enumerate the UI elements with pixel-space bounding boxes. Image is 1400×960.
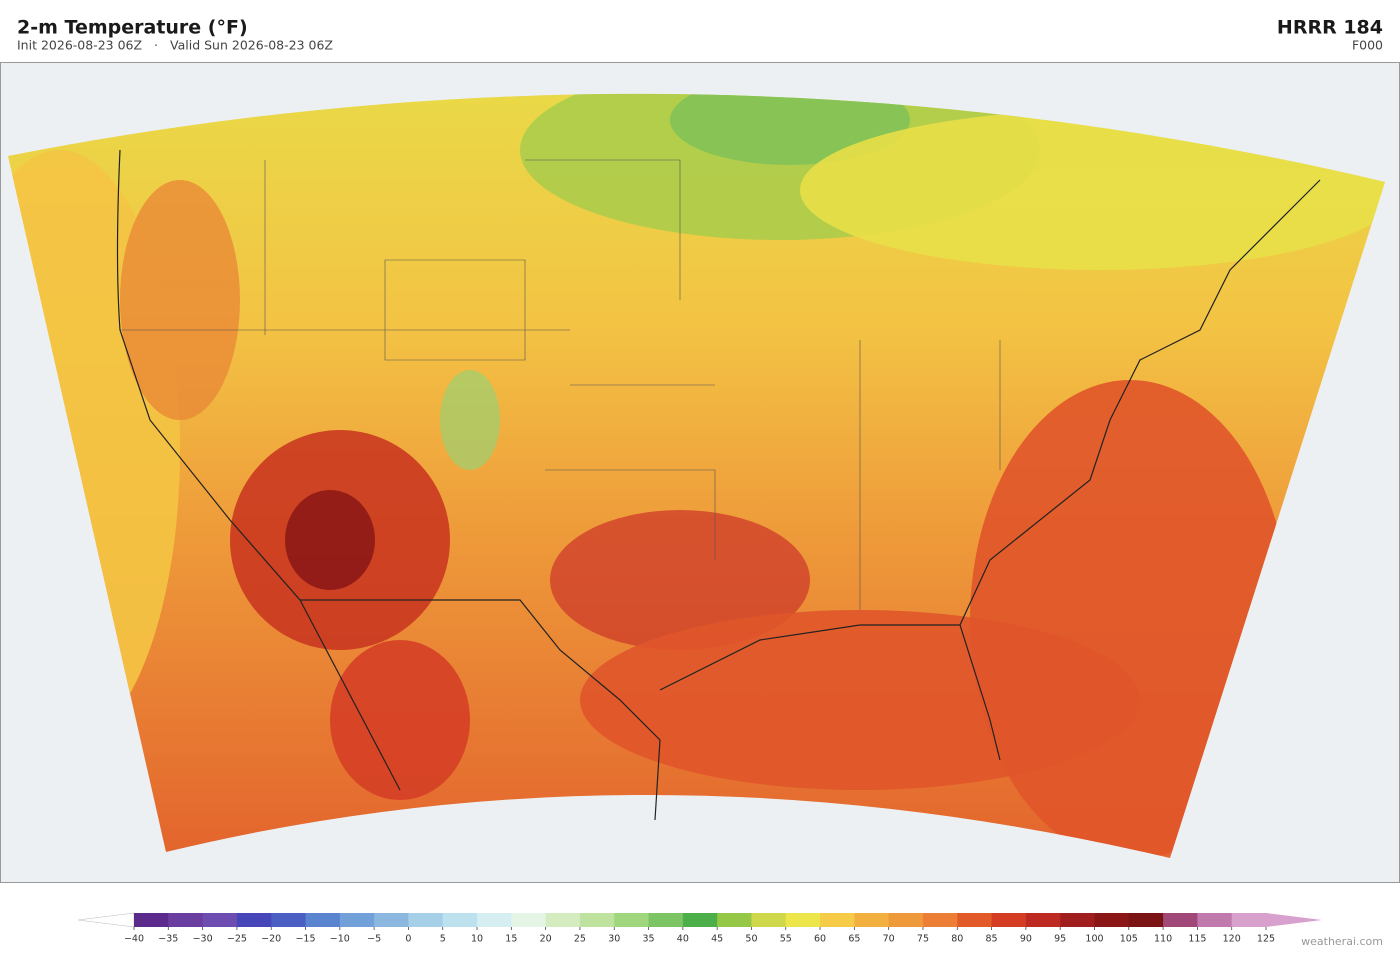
- title: 2-m Temperature (°F): [17, 17, 248, 39]
- colorbar-swatch: [305, 913, 341, 927]
- colorbar-swatch: [236, 913, 272, 927]
- colorbar-tick-label: 105: [1120, 934, 1138, 945]
- colorbar-tick-label: 0: [405, 934, 411, 945]
- colorbar-swatch: [1094, 913, 1130, 927]
- colorbar-under: [77, 912, 135, 928]
- colorbar-swatch: [168, 913, 204, 927]
- model-name: HRRR 184: [1277, 17, 1383, 39]
- init-time: Init 2026-08-23 06Z: [17, 38, 142, 53]
- colorbar-swatch: [614, 913, 650, 927]
- colorbar-tick-label: 65: [848, 934, 860, 945]
- colorbar-swatch: [545, 913, 581, 927]
- colorbar-swatch: [477, 913, 512, 927]
- colorbar-swatch: [271, 913, 307, 927]
- colorbar-swatch: [579, 913, 615, 927]
- colorbar-tick-label: −15: [295, 934, 315, 945]
- colorbar-swatch: [511, 913, 547, 927]
- forecast-hour: F000: [1352, 38, 1383, 53]
- colorbar-over: [1266, 913, 1322, 927]
- map-panel: [0, 62, 1400, 883]
- colorbar-tick-label: −10: [330, 934, 350, 945]
- colorbar-tick-label: 15: [505, 934, 517, 945]
- colorbar-tick-label: 80: [951, 934, 963, 945]
- credit: weatherai.com: [1301, 935, 1383, 948]
- colorbar-swatch: [374, 913, 409, 927]
- colorbar-swatch: [1060, 913, 1095, 927]
- colorbar-tick-label: 60: [814, 934, 826, 945]
- colorbar-tick-label: 10: [471, 934, 483, 945]
- colorbar-swatch: [1197, 913, 1233, 927]
- colorbar-swatch: [854, 913, 890, 927]
- colorbar-tick-label: 70: [883, 934, 895, 945]
- colorbar-swatch: [1231, 913, 1267, 927]
- colorbar-tick-label: −40: [124, 934, 144, 945]
- colorbar-tick-label: 35: [642, 934, 654, 945]
- colorbar-tick-label: 120: [1223, 934, 1241, 945]
- colorbar-tick-label: 55: [780, 934, 792, 945]
- colorbar-swatch: [1163, 913, 1198, 927]
- colorbar-tick-label: 125: [1257, 934, 1275, 945]
- colorbar-swatch: [957, 913, 993, 927]
- colorbar-swatch: [888, 913, 924, 927]
- colorbar-tick-label: 30: [608, 934, 620, 945]
- colorbar-tick-label: 75: [917, 934, 929, 945]
- colorbar-swatch: [408, 913, 444, 927]
- colorbar-swatch: [751, 913, 787, 927]
- colorbar-swatch: [339, 913, 375, 927]
- colorbar-swatch: [820, 913, 855, 927]
- colorbar-tick-label: 5: [440, 934, 446, 945]
- separator: ·: [154, 38, 158, 53]
- colorbar-tick-label: 25: [574, 934, 586, 945]
- colorbar-swatch: [648, 913, 684, 927]
- colorbar-tick-label: 100: [1085, 934, 1103, 945]
- colorbar-tick-label: 40: [677, 934, 689, 945]
- colorbar-swatch: [717, 913, 752, 927]
- state-borders: [120, 159, 1001, 610]
- colorbar-swatch: [1025, 913, 1061, 927]
- colorbar-tick-label: 50: [745, 934, 757, 945]
- colorbar-tick-label: 85: [986, 934, 998, 945]
- colorbar-tick-label: −5: [367, 934, 381, 945]
- colorbar-tick-label: 90: [1020, 934, 1032, 945]
- colorbar-tick-label: 45: [711, 934, 723, 945]
- colorbar-tick-label: −35: [158, 934, 178, 945]
- colorbar-swatch: [682, 913, 718, 927]
- valid-time: Valid Sun 2026-08-23 06Z: [170, 38, 333, 53]
- colorbar-tick-label: 115: [1188, 934, 1206, 945]
- colorbar-swatch: [442, 913, 478, 927]
- colorbar: −40 −35 −30 −25 −20 −15 −10 −5 0 5 10 15 20 25 30 35 40 4…: [77, 912, 1322, 945]
- colorbar-tick-label: −20: [261, 934, 281, 945]
- colorbar-tick-label: 95: [1054, 934, 1066, 945]
- colorbar-swatch: [134, 913, 169, 927]
- coastline: [116, 149, 1321, 821]
- colorbar-tick-label: −30: [193, 934, 213, 945]
- colorbar-swatch: [922, 913, 958, 927]
- colorbar-swatch: [991, 913, 1027, 927]
- colorbar-tick-label: 20: [540, 934, 552, 945]
- temperature-field: [8, 93, 1385, 859]
- colorbar-swatch: [202, 913, 238, 927]
- colorbar-tick-label: −25: [227, 934, 247, 945]
- colorbar-swatch: [1128, 913, 1164, 927]
- colorbar-tick-label: 110: [1154, 934, 1172, 945]
- colorbar-swatch: [785, 913, 821, 927]
